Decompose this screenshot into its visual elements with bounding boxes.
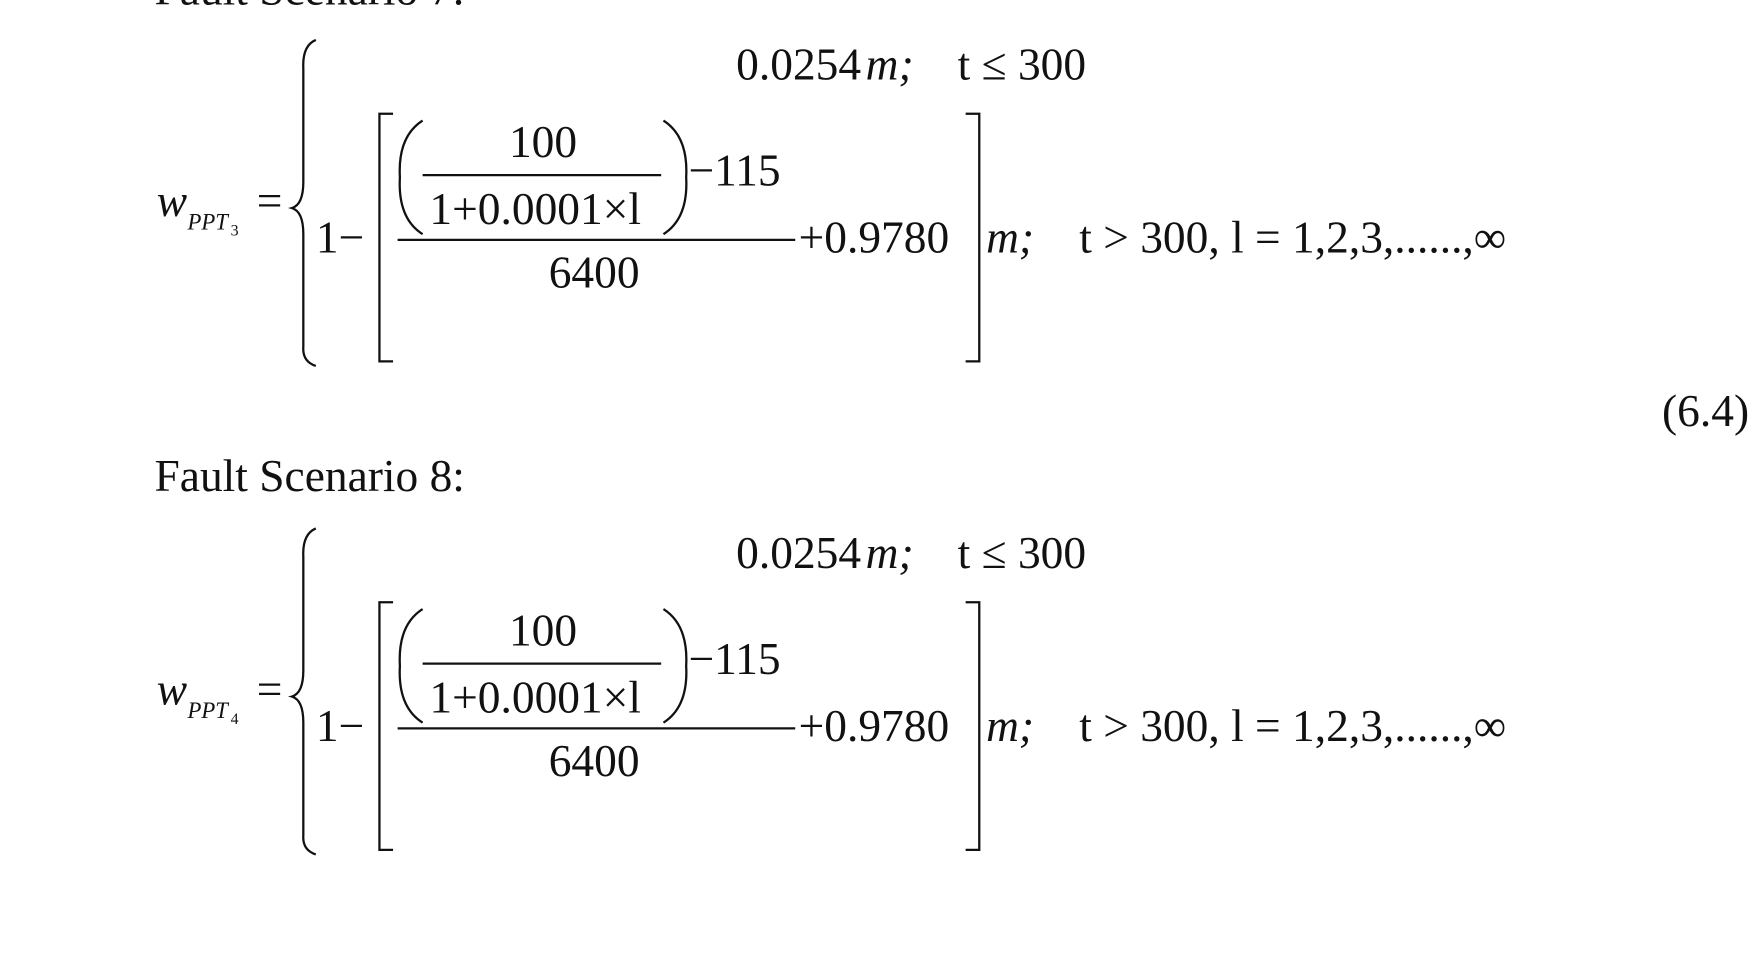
subscript: PPT <box>186 698 229 723</box>
denominator: 6400 <box>549 736 640 786</box>
paren-right <box>662 119 688 236</box>
bracket-left <box>378 601 394 852</box>
unit: m; <box>866 40 914 90</box>
paren-left <box>398 608 424 724</box>
paren-right <box>662 608 688 724</box>
equals: = <box>257 665 283 715</box>
unit: m; <box>986 212 1034 262</box>
condition: t ≤ 300 <box>958 528 1086 578</box>
subscript: 3 <box>231 222 239 239</box>
condition: t > 300, l = 1,2,3,......,∞ <box>1079 212 1506 262</box>
brace <box>288 527 317 856</box>
equation-number: (6.4) <box>1662 386 1749 436</box>
equals: = <box>257 176 283 226</box>
brace <box>288 38 317 368</box>
bracket-right <box>965 112 981 363</box>
unit: m; <box>866 528 914 578</box>
value: 0.0254 <box>736 528 861 578</box>
term: +0.9780 <box>799 212 950 262</box>
denominator: 6400 <box>549 248 640 298</box>
subscript: 4 <box>231 711 239 728</box>
term: −115 <box>688 634 780 684</box>
bracket-right <box>965 601 981 852</box>
heading: Fault Scenario 8: <box>155 451 465 501</box>
condition: t > 300, l = 1,2,3,......,∞ <box>1079 701 1506 751</box>
term: +0.9780 <box>799 701 950 751</box>
variable: w <box>157 176 187 226</box>
value: 0.0254 <box>736 40 861 90</box>
subscript: PPT <box>186 210 229 235</box>
denominator: 1+0.0001×l <box>429 184 641 234</box>
condition: t ≤ 300 <box>958 40 1086 90</box>
numerator: 100 <box>509 605 577 655</box>
unit: m; <box>986 701 1034 751</box>
term: −115 <box>688 145 780 195</box>
denominator: 1+0.0001×l <box>429 672 641 722</box>
bracket-left <box>378 112 394 363</box>
variable: w <box>157 665 187 715</box>
numerator: 100 <box>509 117 577 167</box>
term: 1− <box>316 212 364 262</box>
term: 1− <box>316 701 364 751</box>
heading: Fault Scenario 7: <box>155 0 465 15</box>
paren-left <box>398 119 424 236</box>
